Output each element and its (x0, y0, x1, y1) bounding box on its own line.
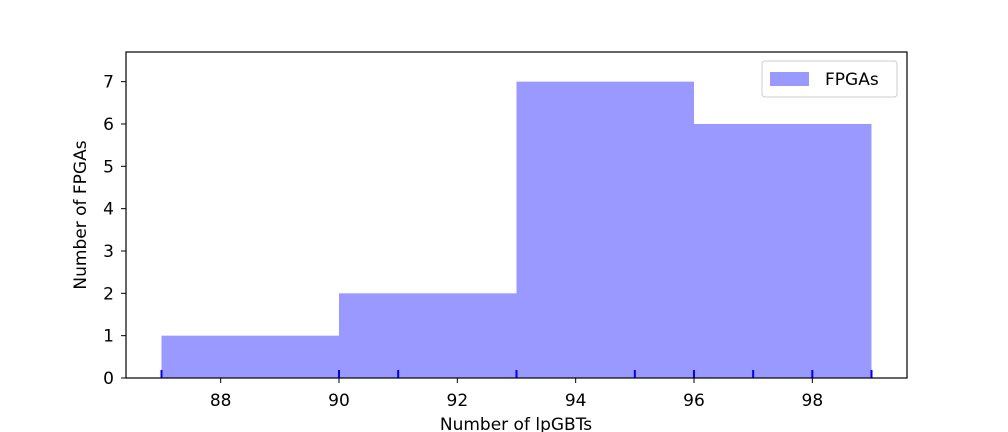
histogram-bar (339, 293, 517, 378)
y-tick-label: 0 (103, 369, 114, 389)
x-axis-ticks: 88 90 92 94 96 98 (210, 378, 823, 411)
rug-marks (160, 370, 873, 378)
legend-swatch (770, 72, 809, 86)
legend: FPGAs (761, 60, 898, 98)
legend-box (761, 60, 898, 98)
x-axis-label: Number of lpGBTs (440, 415, 592, 432)
histogram-bars (161, 81, 872, 379)
y-tick-label: 5 (103, 157, 114, 177)
histogram-bar (694, 123, 872, 378)
legend-label: FPGAs (825, 70, 879, 90)
histogram-bar (161, 335, 339, 378)
y-tick-label: 4 (103, 200, 114, 220)
histogram-bar (516, 81, 694, 379)
x-tick-label: 92 (447, 391, 469, 411)
y-tick-label: 2 (103, 284, 114, 304)
y-axis-label: Number of FPGAs (71, 140, 91, 289)
x-tick-label: 88 (210, 391, 232, 411)
y-axis-ticks: 0 1 2 3 4 5 6 7 (103, 73, 126, 389)
y-tick-label: 1 (103, 327, 114, 347)
y-tick-label: 7 (103, 73, 114, 93)
x-tick-label: 98 (802, 391, 824, 411)
y-tick-label: 3 (103, 242, 114, 262)
y-tick-label: 6 (103, 115, 114, 135)
x-tick-label: 90 (328, 391, 350, 411)
plot-frame (125, 51, 908, 379)
x-tick-label: 96 (683, 391, 705, 411)
x-tick-label: 94 (565, 391, 587, 411)
